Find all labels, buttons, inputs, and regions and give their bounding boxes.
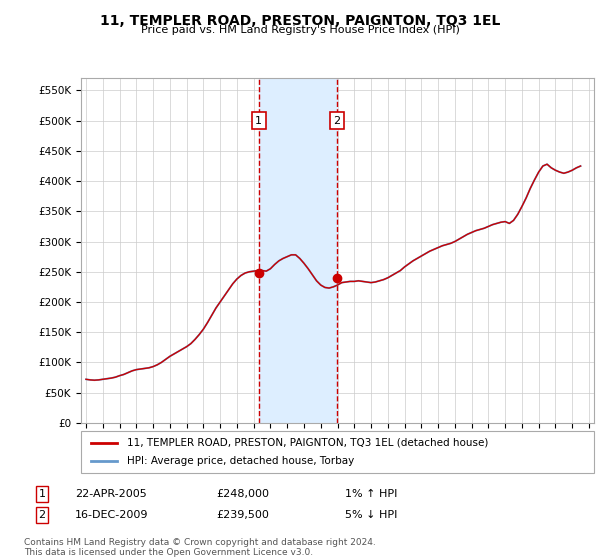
Text: HPI: Average price, detached house, Torbay: HPI: Average price, detached house, Torb… — [127, 456, 355, 466]
Text: 11, TEMPLER ROAD, PRESTON, PAIGNTON, TQ3 1EL (detached house): 11, TEMPLER ROAD, PRESTON, PAIGNTON, TQ3… — [127, 438, 488, 448]
Text: 22-APR-2005: 22-APR-2005 — [75, 489, 147, 499]
Text: £248,000: £248,000 — [216, 489, 269, 499]
Text: 1% ↑ HPI: 1% ↑ HPI — [345, 489, 397, 499]
Text: Contains HM Land Registry data © Crown copyright and database right 2024.
This d: Contains HM Land Registry data © Crown c… — [24, 538, 376, 557]
Text: Price paid vs. HM Land Registry's House Price Index (HPI): Price paid vs. HM Land Registry's House … — [140, 25, 460, 35]
Text: 16-DEC-2009: 16-DEC-2009 — [75, 510, 149, 520]
Text: 1: 1 — [255, 116, 262, 125]
Text: 2: 2 — [38, 510, 46, 520]
Text: £239,500: £239,500 — [216, 510, 269, 520]
FancyBboxPatch shape — [81, 431, 594, 473]
Text: 1: 1 — [38, 489, 46, 499]
Text: 2: 2 — [333, 116, 340, 125]
Text: 11, TEMPLER ROAD, PRESTON, PAIGNTON, TQ3 1EL: 11, TEMPLER ROAD, PRESTON, PAIGNTON, TQ3… — [100, 14, 500, 28]
Bar — [259, 78, 337, 423]
Text: 5% ↓ HPI: 5% ↓ HPI — [345, 510, 397, 520]
